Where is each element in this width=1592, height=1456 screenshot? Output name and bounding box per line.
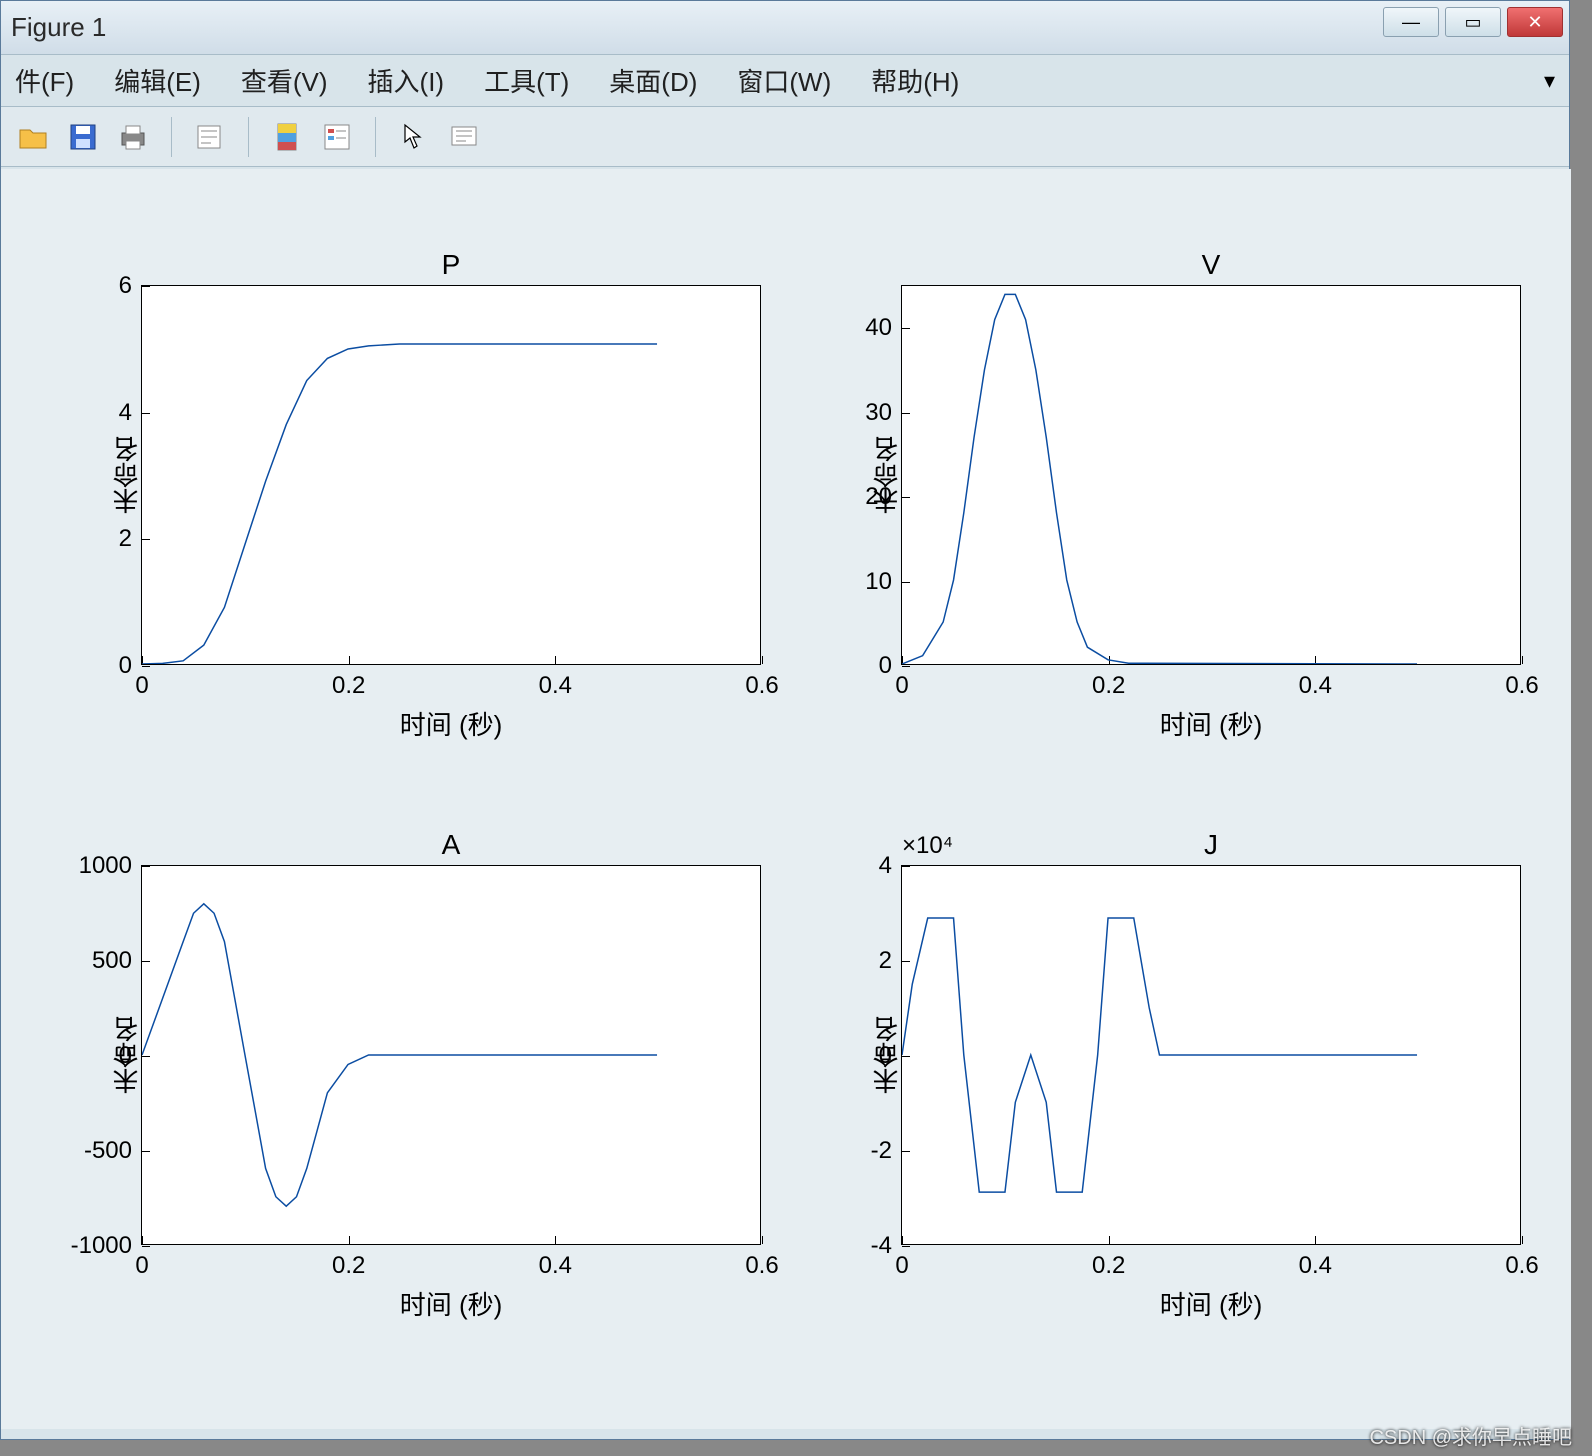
close-button[interactable]: ✕ xyxy=(1507,7,1563,37)
menu-help[interactable]: 帮助(H) xyxy=(871,62,959,99)
y-tick-label: 0 xyxy=(119,652,132,680)
y-tick-label: -4 xyxy=(871,1232,892,1260)
page-setup-icon[interactable] xyxy=(192,119,228,155)
toolbar-separator xyxy=(375,117,376,157)
menu-chevron-icon[interactable]: ▾ xyxy=(1544,68,1555,94)
y-tick-label: 1000 xyxy=(79,852,132,880)
title-bar[interactable]: Figure 1 — ▭ ✕ xyxy=(1,1,1569,55)
y-tick-label: 4 xyxy=(879,852,892,880)
plot-line xyxy=(142,286,760,664)
arrow-icon[interactable] xyxy=(396,119,432,155)
x-tick-label: 0.2 xyxy=(332,672,365,700)
x-tick-label: 0.6 xyxy=(1505,672,1538,700)
legend-icon[interactable] xyxy=(319,119,355,155)
y-tick-label: 40 xyxy=(865,314,892,342)
x-tick-label: 0.6 xyxy=(1505,1252,1538,1280)
exponent-label: ×10⁴ xyxy=(902,832,953,860)
save-icon[interactable] xyxy=(65,119,101,155)
plot-box[interactable]: 未命名00.20.40.60246 xyxy=(141,285,761,665)
x-axis-label: 时间 (秒) xyxy=(901,1285,1521,1322)
figure-canvas: P未命名00.20.40.60246时间 (秒)V未命名00.20.40.601… xyxy=(1,169,1571,1429)
window-title: Figure 1 xyxy=(11,12,106,43)
x-axis-label: 时间 (秒) xyxy=(141,705,761,742)
print-icon[interactable] xyxy=(115,119,151,155)
y-tick-label: -1000 xyxy=(71,1232,132,1260)
subplot-j: J ×10⁴未命名00.20.40.6-4-2024 时间 (秒) xyxy=(901,829,1521,1322)
x-tick-label: 0 xyxy=(895,672,908,700)
subplot-title: V xyxy=(901,249,1521,281)
x-tick-label: 0.4 xyxy=(1299,1252,1332,1280)
menu-insert[interactable]: 插入(I) xyxy=(368,62,445,99)
menu-desktop[interactable]: 桌面(D) xyxy=(609,62,697,99)
x-tick-label: 0.2 xyxy=(1092,1252,1125,1280)
x-axis-label: 时间 (秒) xyxy=(901,705,1521,742)
subplot-title: J xyxy=(901,829,1521,861)
y-tick-label: 6 xyxy=(119,272,132,300)
y-tick-label: 20 xyxy=(865,483,892,511)
subplot-a: A 未命名00.20.40.6-1000-50005001000 时间 (秒) xyxy=(141,829,761,1322)
plot-box[interactable]: 未命名00.20.40.6010203040 xyxy=(901,285,1521,665)
x-tick-label: 0.4 xyxy=(539,672,572,700)
plot-line xyxy=(142,866,760,1244)
watermark: CSDN @求你早点睡吧 xyxy=(1369,1421,1572,1450)
menu-window[interactable]: 窗口(W) xyxy=(737,62,831,99)
colorbar-icon[interactable] xyxy=(269,119,305,155)
menu-view[interactable]: 查看(V) xyxy=(241,62,328,99)
subplot-v: V 未命名00.20.40.6010203040 时间 (秒) xyxy=(901,249,1521,742)
maximize-button[interactable]: ▭ xyxy=(1445,7,1501,37)
y-tick-label: 2 xyxy=(119,525,132,553)
toolbar xyxy=(1,107,1569,167)
figure-window: Figure 1 — ▭ ✕ 件(F) 编辑(E) 查看(V) 插入(I) 工具… xyxy=(0,0,1570,1440)
plot-line xyxy=(902,286,1520,664)
y-tick-label: 2 xyxy=(879,947,892,975)
x-tick-label: 0.2 xyxy=(1092,672,1125,700)
x-tick-label: 0 xyxy=(135,1252,148,1280)
subplot-p: P 未命名00.20.40.60246 时间 (秒) xyxy=(141,249,761,742)
x-tick-label: 0.6 xyxy=(745,1252,778,1280)
x-axis-label: 时间 (秒) xyxy=(141,1285,761,1322)
x-tick-label: 0.4 xyxy=(539,1252,572,1280)
x-tick-label: 0 xyxy=(895,1252,908,1280)
x-tick-label: 0.6 xyxy=(745,672,778,700)
y-tick-label: 4 xyxy=(119,399,132,427)
open-icon[interactable] xyxy=(15,119,51,155)
y-tick-label: 30 xyxy=(865,399,892,427)
subplot-title: P xyxy=(141,249,761,281)
y-tick-label: -2 xyxy=(871,1137,892,1165)
menu-tools[interactable]: 工具(T) xyxy=(484,62,569,99)
plot-box[interactable]: ×10⁴未命名00.20.40.6-4-2024 xyxy=(901,865,1521,1245)
x-tick-label: 0.4 xyxy=(1299,672,1332,700)
window-buttons: — ▭ ✕ xyxy=(1383,7,1563,37)
plot-line xyxy=(902,866,1520,1244)
menu-bar: 件(F) 编辑(E) 查看(V) 插入(I) 工具(T) 桌面(D) 窗口(W)… xyxy=(1,55,1569,107)
data-cursor-icon[interactable] xyxy=(446,119,482,155)
menu-edit[interactable]: 编辑(E) xyxy=(114,62,201,99)
y-tick-label: 0 xyxy=(879,652,892,680)
minimize-button[interactable]: — xyxy=(1383,7,1439,37)
menu-file[interactable]: 件(F) xyxy=(15,62,74,99)
y-tick-label: 500 xyxy=(92,947,132,975)
plot-box[interactable]: 未命名00.20.40.6-1000-50005001000 xyxy=(141,865,761,1245)
toolbar-separator xyxy=(248,117,249,157)
subplot-title: A xyxy=(141,829,761,861)
x-tick-label: 0.2 xyxy=(332,1252,365,1280)
y-axis-label: 未命名 xyxy=(108,436,145,514)
y-tick-label: 0 xyxy=(879,1042,892,1070)
toolbar-separator xyxy=(171,117,172,157)
y-tick-label: -500 xyxy=(84,1137,132,1165)
x-tick-label: 0 xyxy=(135,672,148,700)
y-tick-label: 0 xyxy=(119,1042,132,1070)
y-tick-label: 10 xyxy=(865,568,892,596)
